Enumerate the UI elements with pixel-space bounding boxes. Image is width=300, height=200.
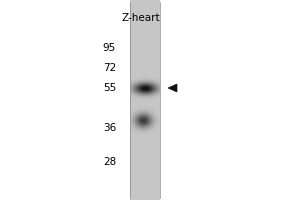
Text: 95: 95: [103, 43, 116, 53]
Text: Z-heart: Z-heart: [122, 13, 160, 23]
Text: 28: 28: [103, 157, 116, 167]
Bar: [130, 2, 160, 198]
Text: 72: 72: [103, 63, 116, 73]
Text: 55: 55: [103, 83, 116, 93]
Polygon shape: [168, 84, 177, 92]
Text: 36: 36: [103, 123, 116, 133]
